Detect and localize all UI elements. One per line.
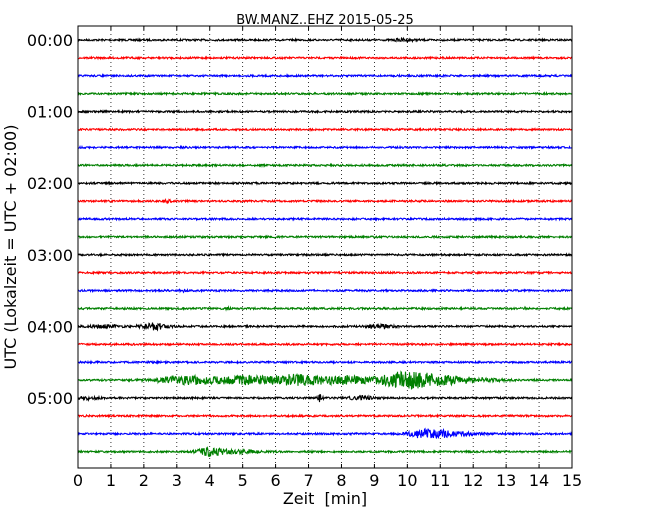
x-axis-label: Zeit [min]: [283, 489, 367, 508]
trace-0515: [77, 413, 573, 419]
trace-0300: [77, 252, 573, 258]
traces: [77, 36, 573, 457]
trace-0215: [77, 197, 573, 205]
x-tick-label: 8: [336, 471, 346, 490]
x-tick-label: 7: [303, 471, 313, 490]
x-tick-label: 14: [529, 471, 549, 490]
x-tick-label: 1: [106, 471, 116, 490]
trace-0230: [77, 216, 573, 222]
trace-0500: [77, 393, 573, 403]
trace-0400: [77, 322, 573, 332]
trace-0345: [77, 305, 573, 312]
x-tick-label: 5: [238, 471, 248, 490]
x-tick-label: 6: [271, 471, 281, 490]
trace-0330: [77, 288, 573, 294]
y-tick-label: 05:00: [27, 389, 73, 408]
trace-0200: [77, 180, 573, 186]
trace-0415: [77, 341, 573, 347]
x-tick-label: 4: [205, 471, 215, 490]
plot-frame: [77, 25, 573, 469]
x-tick-label: 9: [369, 471, 379, 490]
y-tick-label: 04:00: [27, 317, 73, 336]
trace-0015: [77, 55, 573, 61]
trace-0030: [77, 73, 573, 79]
x-tick-label: 10: [397, 471, 417, 490]
x-tick-label: 15: [562, 471, 582, 490]
trace-0430: [77, 359, 573, 365]
chart-title: BW.MANZ..EHZ 2015-05-25: [236, 13, 414, 28]
y-axis-label: UTC (Lokalzeit = UTC + 02:00): [1, 125, 20, 370]
trace-0000: [77, 36, 573, 44]
grid-lines: [110, 26, 540, 468]
y-tick-label: 01:00: [27, 103, 73, 122]
trace-0130: [77, 144, 573, 151]
y-tick-label: 00:00: [27, 31, 73, 50]
trace-0115: [77, 126, 573, 133]
trace-0545: [77, 446, 573, 457]
x-tick-label: 3: [172, 471, 182, 490]
x-tick-label: 12: [463, 471, 483, 490]
y-axis: 00:00 01:00 02:00 03:00 04:00 05:00: [27, 31, 572, 408]
x-axis: 0 1 2 3 4 5 6 7 8 9 10 11 12 13 14 15: [73, 26, 582, 490]
x-tick-label: 11: [430, 471, 450, 490]
trace-0045: [77, 90, 573, 97]
trace-0315: [77, 270, 573, 276]
x-tick-label: 13: [496, 471, 516, 490]
trace-0145: [77, 162, 573, 169]
y-tick-label: 02:00: [27, 174, 73, 193]
y-tick-label: 03:00: [27, 246, 73, 265]
x-tick-label: 2: [139, 471, 149, 490]
trace-0530: [77, 427, 573, 440]
trace-0100: [77, 108, 573, 115]
trace-0445: [77, 370, 573, 390]
x-tick-label: 0: [73, 471, 83, 490]
trace-0245: [77, 234, 573, 240]
